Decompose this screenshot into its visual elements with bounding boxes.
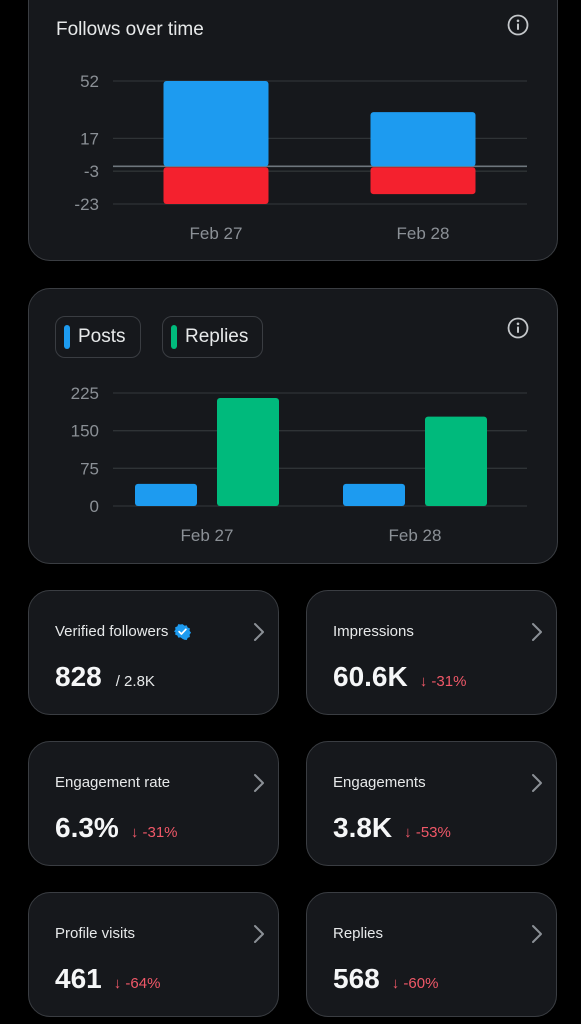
- stat-change: ↓ -31%: [130, 824, 178, 841]
- stat-change: ↓ -53%: [404, 824, 451, 841]
- stat-change: ↓ -60%: [391, 975, 439, 992]
- chevron-right-icon: [532, 623, 542, 641]
- follows-chart-card: Follows over time 52 17 -3 -23 Feb 27 Feb 28: [28, 0, 558, 261]
- y-tick-label: 17: [80, 129, 99, 148]
- y-tick-label: -23: [74, 195, 99, 214]
- x-tick-label: Feb 27: [190, 224, 243, 243]
- y-tick-label: 52: [80, 72, 99, 91]
- y-tick-label: 225: [71, 384, 99, 403]
- stat-card-impressions[interactable]: Impressions 60.6K ↓ -31%: [306, 590, 557, 715]
- stat-change: ↓ -64%: [113, 975, 161, 992]
- x-tick-label: Feb 28: [397, 224, 450, 243]
- stat-label: Impressions: [333, 623, 414, 640]
- legend-replies-swatch: [171, 325, 177, 349]
- stat-card-engagements[interactable]: Engagements 3.8K ↓ -53%: [306, 741, 557, 866]
- x-tick-label: Feb 27: [181, 526, 234, 545]
- bar-posts: [135, 483, 197, 506]
- stat-label-text: Verified followers: [55, 623, 169, 640]
- legend-posts-label: Posts: [78, 326, 126, 347]
- posts-replies-chart-card: Posts Replies 225 150 75 0 Feb 27 Feb 28: [28, 288, 558, 564]
- stat-label: Profile visits: [55, 925, 135, 942]
- info-icon[interactable]: [507, 14, 529, 36]
- bar-replies: [425, 416, 487, 506]
- stat-value-row: 6.3% ↓ -31%: [55, 812, 178, 844]
- chevron-right-icon: [254, 623, 264, 641]
- bar-unfollows: [370, 167, 476, 195]
- stat-card-replies[interactable]: Replies 568 ↓ -60%: [306, 892, 557, 1017]
- stat-value-row: 3.8K ↓ -53%: [333, 812, 451, 844]
- chevron-right-icon: [254, 925, 264, 943]
- y-tick-label: -3: [84, 162, 99, 181]
- bar-replies: [217, 398, 279, 506]
- legend-posts[interactable]: Posts: [55, 316, 141, 358]
- chevron-right-icon: [254, 774, 264, 792]
- chevron-right-icon: [532, 774, 542, 792]
- stat-value-row: 568 ↓ -60%: [333, 963, 438, 995]
- chevron-right-icon: [532, 925, 542, 943]
- posts-replies-chart: 225 150 75 0 Feb 27 Feb 28: [71, 384, 527, 545]
- stat-label: Replies: [333, 925, 383, 942]
- stat-value-row: 60.6K ↓ -31%: [333, 661, 466, 693]
- legend-replies-label: Replies: [185, 326, 249, 347]
- stat-value: 461: [55, 963, 102, 994]
- stat-value-row: 828 / 2.8K: [55, 661, 155, 693]
- legend-replies[interactable]: Replies: [162, 316, 264, 358]
- stat-value: 3.8K: [333, 812, 393, 843]
- stat-card-engagement-rate[interactable]: Engagement rate 6.3% ↓ -31%: [28, 741, 279, 866]
- stat-label-text: Engagements: [333, 774, 426, 791]
- stat-label-text: Impressions: [333, 623, 414, 640]
- stat-label-text: Profile visits: [55, 925, 136, 942]
- stat-total: / 2.8K: [115, 673, 155, 690]
- stat-value: 6.3%: [55, 812, 119, 843]
- bar-unfollows: [163, 167, 269, 204]
- follows-chart-title: Follows over time: [56, 19, 204, 40]
- stat-value: 60.6K: [333, 661, 408, 692]
- x-tick-label: Feb 28: [389, 526, 442, 545]
- stat-label-text: Engagement rate: [55, 774, 171, 791]
- stat-change: ↓ -31%: [419, 673, 467, 690]
- stat-label: Verified followers: [55, 623, 192, 640]
- stat-card-verified-followers[interactable]: Verified followers 828 / 2.8K: [28, 590, 279, 715]
- info-icon[interactable]: [507, 317, 529, 339]
- y-tick-label: 150: [71, 422, 99, 441]
- stat-label-text: Replies: [333, 925, 384, 942]
- follows-chart: 52 17 -3 -23 Feb 27 Feb 28: [74, 72, 527, 243]
- stat-value: 828: [55, 661, 102, 692]
- y-tick-label: 75: [80, 459, 99, 478]
- bar-follows: [370, 112, 476, 167]
- bar-posts: [343, 483, 405, 506]
- y-tick-label: 0: [90, 497, 99, 516]
- stat-card-profile-visits[interactable]: Profile visits 461 ↓ -64%: [28, 892, 279, 1017]
- stat-label: Engagement rate: [55, 774, 170, 791]
- bar-follows: [163, 81, 269, 167]
- verified-badge-icon: [174, 624, 192, 640]
- stat-value-row: 461 ↓ -64%: [55, 963, 160, 995]
- stat-label: Engagements: [333, 774, 426, 791]
- stat-value: 568: [333, 963, 380, 994]
- legend-posts-swatch: [64, 325, 70, 349]
